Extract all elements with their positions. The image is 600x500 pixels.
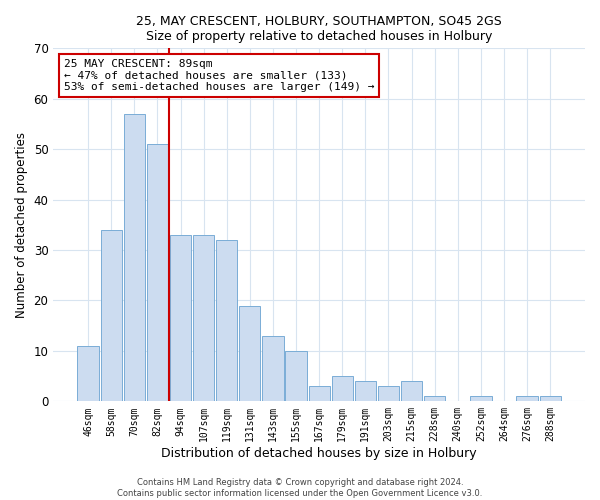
Text: 25 MAY CRESCENT: 89sqm
← 47% of detached houses are smaller (133)
53% of semi-de: 25 MAY CRESCENT: 89sqm ← 47% of detached… xyxy=(64,59,374,92)
Bar xyxy=(401,381,422,402)
Bar xyxy=(147,144,168,402)
Bar xyxy=(286,351,307,402)
Bar xyxy=(308,386,330,402)
Title: 25, MAY CRESCENT, HOLBURY, SOUTHAMPTON, SO45 2GS
Size of property relative to de: 25, MAY CRESCENT, HOLBURY, SOUTHAMPTON, … xyxy=(136,15,502,43)
Bar xyxy=(378,386,399,402)
X-axis label: Distribution of detached houses by size in Holbury: Distribution of detached houses by size … xyxy=(161,447,477,460)
Bar xyxy=(101,230,122,402)
Bar xyxy=(355,381,376,402)
Bar xyxy=(77,346,99,402)
Bar xyxy=(170,235,191,402)
Bar xyxy=(193,235,214,402)
Bar xyxy=(239,306,260,402)
Bar xyxy=(517,396,538,402)
Bar xyxy=(124,114,145,402)
Bar xyxy=(262,336,284,402)
Bar xyxy=(470,396,491,402)
Bar xyxy=(539,396,561,402)
Bar xyxy=(332,376,353,402)
Y-axis label: Number of detached properties: Number of detached properties xyxy=(15,132,28,318)
Bar xyxy=(424,396,445,402)
Bar xyxy=(216,240,238,402)
Text: Contains HM Land Registry data © Crown copyright and database right 2024.
Contai: Contains HM Land Registry data © Crown c… xyxy=(118,478,482,498)
